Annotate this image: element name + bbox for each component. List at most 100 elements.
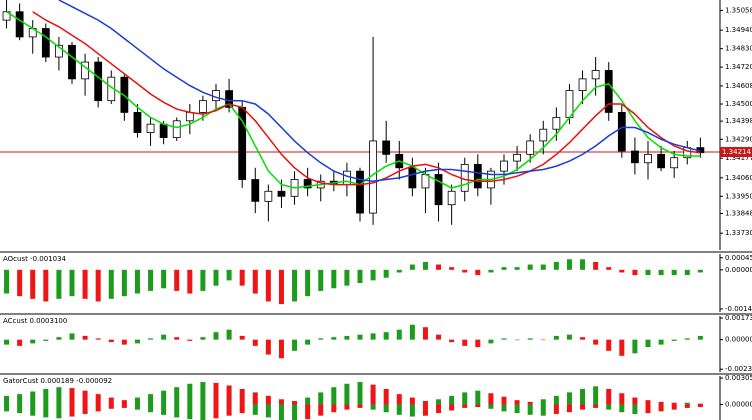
- gator-bar: [121, 404, 127, 408]
- histogram-bar: [409, 264, 415, 270]
- histogram-bar: [684, 269, 690, 276]
- y-tick-label: 1.33730: [725, 229, 752, 237]
- gator-bar: [305, 397, 311, 405]
- gator-bar: [56, 404, 62, 419]
- gator-bar: [501, 404, 507, 412]
- y-tick-label: 1.34177: [725, 154, 752, 162]
- histogram-bar: [357, 269, 363, 283]
- candle-body: [172, 120, 181, 138]
- histogram-bar: [278, 269, 284, 305]
- gator-bar: [278, 404, 284, 420]
- gator-bar: [187, 404, 193, 420]
- histogram-bar: [619, 339, 625, 356]
- gator-bar: [449, 395, 455, 405]
- moving-average: [32, 11, 701, 186]
- histogram-bar: [305, 269, 311, 297]
- gator-bar: [475, 404, 481, 408]
- gator-bar: [213, 382, 219, 405]
- gator-bar: [213, 404, 219, 419]
- gator-bar: [148, 404, 154, 413]
- gator-bar: [292, 401, 298, 405]
- histogram-bar: [436, 334, 442, 340]
- candle-body: [15, 11, 24, 38]
- histogram-bar: [292, 269, 298, 302]
- gator-bar: [30, 391, 36, 405]
- histogram-bar: [383, 269, 389, 278]
- y-tick-label: 1.34398: [725, 117, 752, 125]
- gator-bar: [95, 394, 101, 405]
- histogram-bar: [226, 269, 232, 281]
- histogram-bar: [580, 337, 586, 340]
- histogram-bar: [292, 339, 298, 351]
- gator-bar: [134, 397, 140, 405]
- histogram-bar: [134, 269, 140, 294]
- histogram-bar: [148, 269, 154, 291]
- pane: [4, 259, 703, 305]
- candle-body: [251, 179, 260, 202]
- histogram-bar: [30, 339, 36, 344]
- candle-body: [539, 128, 548, 142]
- gator-bar: [422, 401, 428, 405]
- y-tick-label: 1.34830: [725, 45, 752, 53]
- histogram-bar: [540, 339, 546, 341]
- gator-bar: [488, 393, 494, 405]
- gator-bar: [514, 404, 520, 414]
- histogram-bar: [645, 269, 651, 276]
- histogram-bar: [566, 259, 572, 270]
- histogram-bar: [344, 335, 350, 340]
- histogram-bar: [331, 337, 337, 340]
- gator-bar: [95, 404, 101, 412]
- candle-body: [631, 150, 639, 164]
- histogram-bar: [331, 269, 337, 289]
- pane: [4, 324, 703, 359]
- candle-body: [434, 174, 443, 206]
- candle-body: [356, 170, 364, 214]
- candle-body: [382, 140, 391, 155]
- gator-bar: [30, 404, 36, 416]
- histogram-bar: [69, 333, 75, 340]
- gator-bar: [357, 404, 363, 408]
- gator-bar: [553, 395, 559, 405]
- gator-bar: [501, 396, 507, 405]
- gator-bar: [4, 395, 10, 405]
- candle-body: [94, 61, 103, 102]
- gator-bar: [43, 388, 49, 405]
- y-tick-label: 1.34608: [725, 82, 752, 90]
- histogram-bar: [697, 335, 703, 340]
- candle-body: [303, 179, 312, 189]
- gator-bar: [305, 404, 311, 420]
- histogram-bar: [108, 269, 114, 299]
- histogram-bar: [383, 332, 389, 340]
- gator-bar: [632, 404, 638, 414]
- y-tick-label: 1.33848: [725, 209, 752, 217]
- candle-body: [55, 44, 63, 58]
- gator-bar: [658, 401, 664, 405]
- gator-bar: [331, 387, 337, 405]
- histogram-bar: [553, 335, 559, 340]
- histogram-bar: [606, 267, 612, 270]
- gator-bar: [43, 404, 49, 418]
- histogram-bar: [4, 269, 10, 294]
- gator-bar: [4, 404, 10, 412]
- gator-bar: [409, 397, 415, 405]
- y-tick-label: -0.001484: [725, 305, 752, 313]
- histogram-bar: [148, 338, 154, 340]
- gator-bar: [108, 397, 114, 405]
- candle-body: [473, 164, 482, 189]
- histogram-bar: [553, 261, 559, 270]
- histogram-bar: [213, 332, 219, 340]
- candle-body: [513, 153, 521, 162]
- histogram-bar: [187, 269, 193, 294]
- histogram-bar: [17, 269, 23, 297]
- gator-bar: [645, 400, 651, 405]
- histogram-bar: [501, 267, 507, 270]
- gator-bar: [462, 392, 468, 405]
- candle-body: [264, 190, 273, 202]
- gator-bar: [566, 392, 572, 405]
- gator-bar: [593, 386, 599, 405]
- gator-bar: [187, 383, 193, 405]
- gator-bar: [370, 384, 376, 405]
- gator-bar: [226, 404, 232, 416]
- candle-body: [277, 190, 286, 197]
